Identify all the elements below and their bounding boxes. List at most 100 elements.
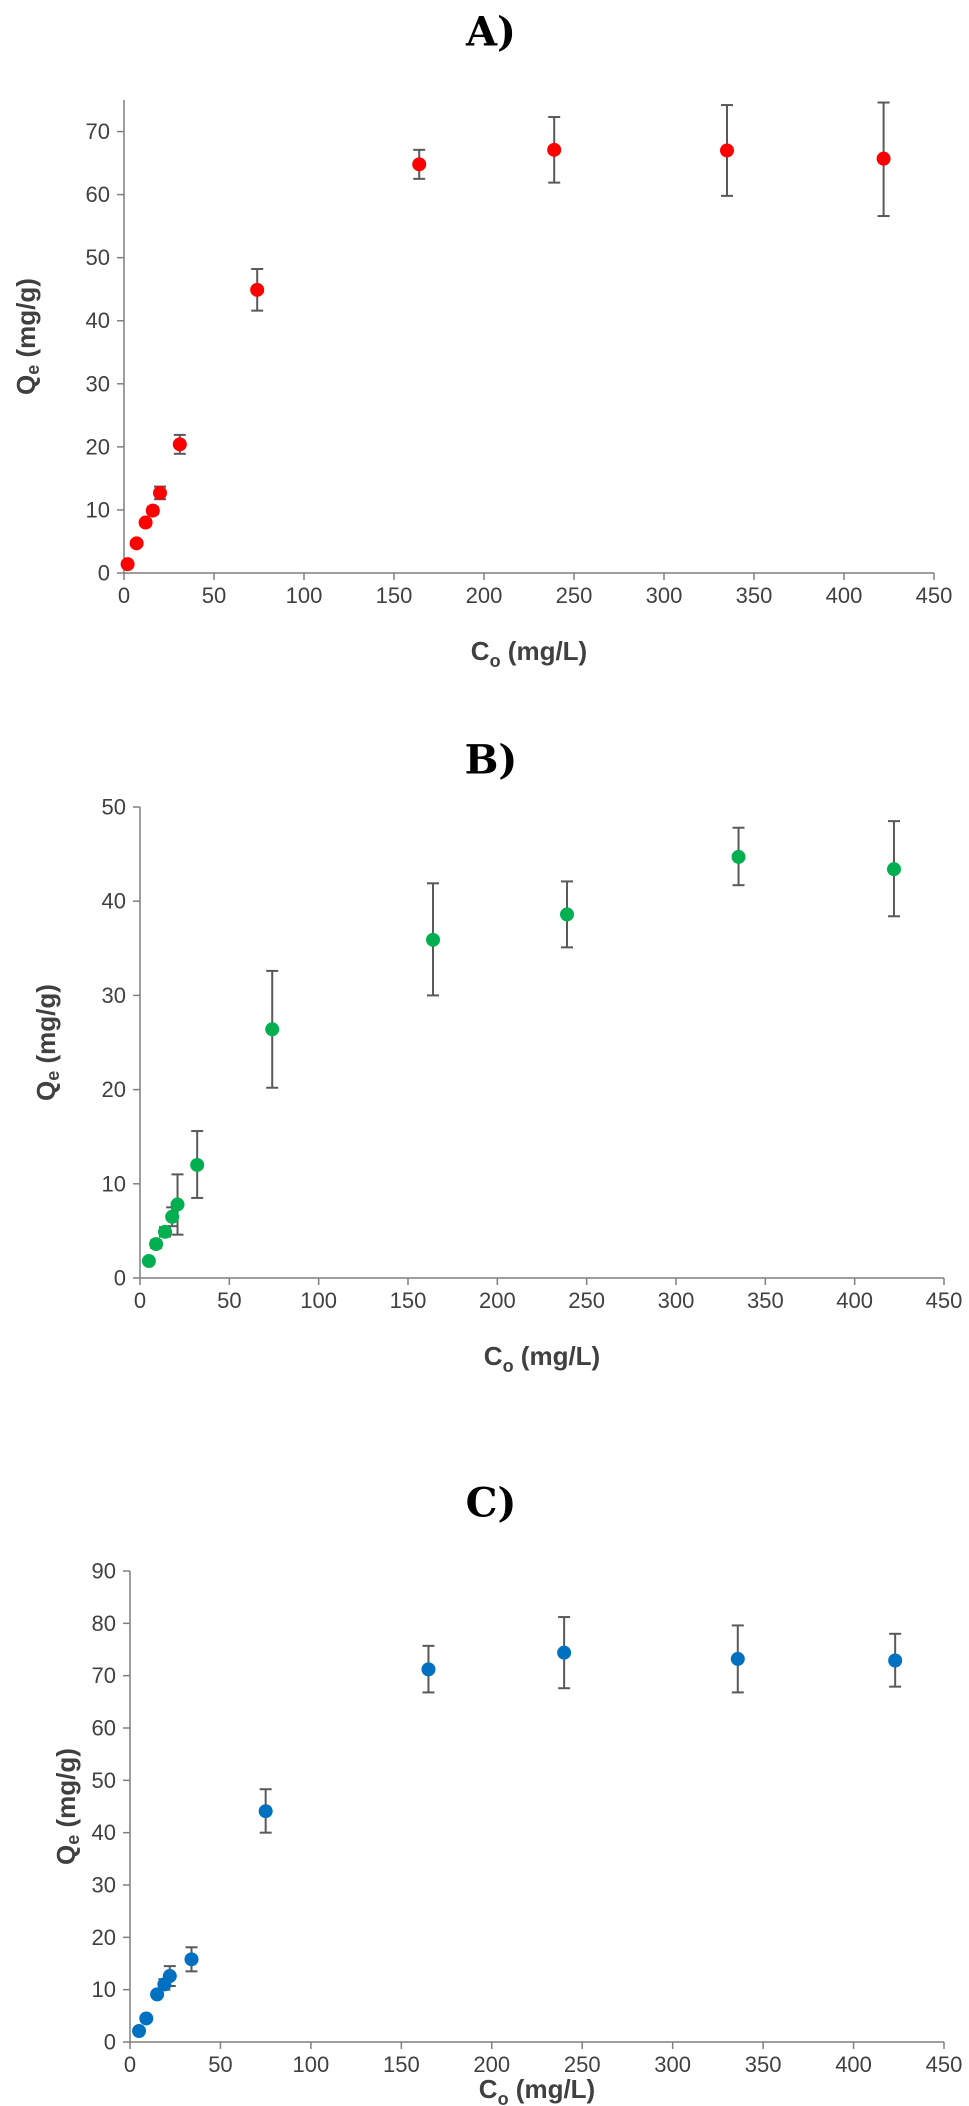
y-axis-label-unit: (mg/g) bbox=[31, 984, 61, 1071]
data-point bbox=[731, 849, 746, 864]
data-point bbox=[139, 2011, 154, 2026]
y-axis-label-subscript: e bbox=[43, 1071, 63, 1081]
data-point bbox=[129, 536, 144, 551]
x-axis-label-main: C bbox=[471, 636, 490, 666]
data-point bbox=[132, 2024, 147, 2039]
x-tick-label: 350 bbox=[745, 2052, 782, 2077]
chart-a: A) 0 50 100 150 200 250 300 350 400 450 0 10 20 30 40 50… bbox=[11, 9, 953, 672]
chart-b: B) 0 50 100 150 200 250 300 350 400 450 0 10 20 30 40 50… bbox=[31, 737, 963, 1377]
data-point bbox=[265, 1022, 280, 1037]
x-tick-label: 250 bbox=[564, 2052, 601, 2077]
data-point bbox=[120, 557, 135, 572]
data-point bbox=[149, 1237, 164, 1252]
data-point bbox=[190, 1157, 205, 1172]
y-tick-label: 20 bbox=[102, 1077, 126, 1102]
x-tick-label: 300 bbox=[654, 2052, 691, 2077]
y-tick-label: 50 bbox=[86, 245, 110, 270]
y-axis-label-main: Q bbox=[31, 1081, 61, 1101]
data-point bbox=[150, 1987, 165, 2002]
data-point bbox=[184, 1952, 199, 1967]
y-tick-label: 0 bbox=[104, 2030, 116, 2055]
chart-title: C) bbox=[466, 1480, 517, 1527]
data-point bbox=[720, 143, 734, 158]
y-axis-label-main: Q bbox=[51, 1845, 81, 1865]
data-point bbox=[172, 437, 187, 452]
y-tick-label: 20 bbox=[86, 434, 110, 459]
x-tick-label: 350 bbox=[747, 1288, 784, 1313]
data-point bbox=[421, 1662, 436, 1677]
x-tick-label: 0 bbox=[124, 2052, 136, 2077]
y-tick-label: 60 bbox=[92, 1716, 116, 1741]
y-tick-label: 60 bbox=[86, 182, 110, 207]
y-tick-label: 0 bbox=[114, 1266, 126, 1291]
data-point bbox=[141, 1254, 156, 1269]
data-point bbox=[730, 1651, 745, 1666]
y-tick-label: 70 bbox=[92, 1663, 116, 1688]
data-point bbox=[560, 907, 575, 922]
data-point bbox=[145, 503, 160, 518]
y-tick-label: 30 bbox=[102, 983, 126, 1008]
y-tick-label: 70 bbox=[86, 119, 110, 144]
y-axis-label: Qe (mg/g) bbox=[11, 278, 43, 395]
x-axis-label-subscript: o bbox=[490, 651, 501, 671]
x-tick-label: 150 bbox=[376, 583, 413, 608]
y-tick-label: 90 bbox=[92, 1559, 116, 1584]
data-point bbox=[426, 932, 441, 947]
y-tick-label: 30 bbox=[92, 1873, 116, 1898]
x-tick-label: 150 bbox=[383, 2052, 420, 2077]
data-point bbox=[158, 1224, 173, 1239]
x-tick-label: 50 bbox=[217, 1288, 241, 1313]
x-tick-label: 450 bbox=[926, 1288, 963, 1313]
x-axis-label-unit: (mg/L) bbox=[501, 636, 588, 666]
data-point bbox=[153, 485, 167, 500]
y-tick-label: 40 bbox=[102, 889, 126, 914]
y-tick-label: 30 bbox=[86, 371, 110, 396]
x-tick-label: 50 bbox=[202, 583, 226, 608]
y-tick-label: 50 bbox=[102, 795, 126, 820]
y-axis-label-unit: (mg/g) bbox=[51, 1748, 81, 1835]
data-point bbox=[547, 142, 562, 157]
x-axis-label-main: C bbox=[479, 2074, 498, 2104]
x-axis-label: Co (mg/L) bbox=[479, 2074, 595, 2106]
y-tick-label: 10 bbox=[86, 497, 110, 522]
y-tick-label: 0 bbox=[98, 561, 110, 586]
y-tick-label: 40 bbox=[86, 308, 110, 333]
y-axis-label-main: Q bbox=[11, 375, 41, 395]
x-tick-label: 100 bbox=[300, 1288, 337, 1313]
y-axis-label-subscript: e bbox=[63, 1835, 83, 1845]
x-axis-label: Co (mg/L) bbox=[484, 1341, 600, 1376]
x-tick-label: 50 bbox=[208, 2052, 232, 2077]
x-tick-label: 0 bbox=[118, 583, 130, 608]
y-tick-label: 80 bbox=[92, 1611, 116, 1636]
data-point bbox=[876, 151, 891, 166]
x-tick-label: 400 bbox=[836, 1288, 873, 1313]
x-tick-label: 250 bbox=[568, 1288, 605, 1313]
y-axis-label-unit: (mg/g) bbox=[11, 278, 41, 365]
y-tick-label: 40 bbox=[92, 1820, 116, 1845]
data-point bbox=[162, 1969, 177, 1984]
x-tick-label: 200 bbox=[479, 1288, 516, 1313]
x-axis-label-unit: (mg/L) bbox=[514, 1341, 601, 1371]
x-tick-label: 0 bbox=[134, 1288, 146, 1313]
x-tick-label: 100 bbox=[286, 583, 323, 608]
x-tick-label: 250 bbox=[556, 583, 593, 608]
x-tick-label: 200 bbox=[466, 583, 503, 608]
x-tick-label: 400 bbox=[835, 2052, 872, 2077]
data-point bbox=[165, 1209, 180, 1224]
x-axis-label-subscript: o bbox=[498, 2089, 509, 2106]
data-point bbox=[886, 862, 901, 877]
x-axis-label-subscript: o bbox=[503, 1356, 514, 1376]
data-point bbox=[258, 1804, 273, 1819]
y-tick-label: 50 bbox=[92, 1768, 116, 1793]
x-tick-label: 450 bbox=[916, 583, 953, 608]
data-point bbox=[412, 157, 427, 172]
x-tick-label: 450 bbox=[926, 2052, 963, 2077]
chart-title: B) bbox=[465, 737, 518, 784]
x-tick-label: 350 bbox=[736, 583, 773, 608]
x-tick-label: 300 bbox=[646, 583, 683, 608]
y-axis-label-subscript: e bbox=[23, 365, 43, 375]
y-axis-label: Qe (mg/g) bbox=[51, 1748, 83, 1865]
x-axis-label: Co (mg/L) bbox=[471, 636, 587, 671]
data-point bbox=[170, 1197, 185, 1212]
y-tick-label: 20 bbox=[92, 1925, 116, 1950]
